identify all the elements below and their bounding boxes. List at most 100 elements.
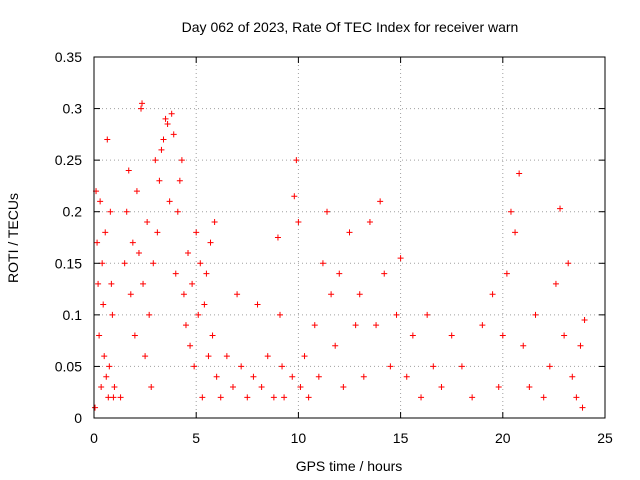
data-point [373,322,380,329]
data-point [397,255,404,262]
data-point [144,219,151,226]
data-point [217,394,224,401]
data-point [178,157,185,164]
data-point [250,373,257,380]
data-point [170,131,177,138]
data-point [223,353,230,360]
data-point [258,384,265,391]
x-tick-label: 10 [291,430,307,446]
data-point [191,363,198,370]
data-point [418,394,425,401]
data-point [182,322,189,329]
data-point [158,146,165,153]
data-point [557,205,564,212]
data-point [102,229,109,236]
data-point [458,363,465,370]
x-tick-label: 15 [393,430,409,446]
data-point [234,291,241,298]
data-point [148,384,155,391]
data-point [277,311,284,318]
data-point [279,363,286,370]
data-point [154,229,161,236]
data-point [281,394,288,401]
data-point [573,394,580,401]
data-point [540,394,547,401]
data-point [387,363,394,370]
data-point [319,260,326,267]
x-tick-labels: 0 5 10 15 20 25 [90,430,613,446]
y-tick-label: 0 [74,410,82,426]
data-point [104,136,111,143]
data-point [340,384,347,391]
data-point [254,301,261,308]
data-point [185,249,192,256]
x-tick-label: 20 [495,430,511,446]
data-point [238,363,245,370]
data-point [127,291,134,298]
y-tick-label: 0.05 [55,358,82,374]
x-tick-label: 0 [90,430,98,446]
data-point [448,332,455,339]
data-point [360,373,367,380]
data-point [579,404,586,411]
data-point [142,353,149,360]
data-point [109,311,116,318]
data-point [152,157,159,164]
y-tick-label: 0.2 [63,204,83,220]
data-point [336,270,343,277]
data-point [546,363,553,370]
data-point [172,270,179,277]
data-point [581,317,588,324]
data-point [139,100,146,107]
data-point [403,373,410,380]
data-point [297,384,304,391]
data-point [295,219,302,226]
data-point [328,291,335,298]
data-point [121,260,128,267]
data-point [106,363,113,370]
data-point [315,373,322,380]
data-point [187,342,194,349]
data-point [103,373,110,380]
data-point [135,249,142,256]
data-point [99,260,106,267]
y-tick-label: 0.35 [55,49,82,65]
chart-title: Day 062 of 2023, Rate Of TEC Index for r… [182,19,519,35]
data-point [211,219,218,226]
data-point [503,270,510,277]
data-point [577,342,584,349]
data-points [92,100,588,411]
data-point [424,311,431,318]
data-point [469,394,476,401]
y-tick-label: 0.1 [63,307,83,323]
data-point [205,353,212,360]
data-point [129,239,136,246]
data-point [516,170,523,177]
data-point [125,167,132,174]
data-point [207,239,214,246]
data-point [512,229,519,236]
data-point [146,311,153,318]
data-point [289,373,296,380]
data-point [565,260,572,267]
data-point [520,342,527,349]
data-point [117,394,124,401]
data-point [495,384,502,391]
y-axis-label: ROTI / TECUs [5,193,21,283]
data-point [393,311,400,318]
data-point [150,260,157,267]
data-point [203,270,210,277]
data-point [366,219,373,226]
data-point [507,208,514,215]
data-point [301,353,308,360]
data-point [108,280,115,287]
data-point [160,136,167,143]
data-point [180,291,187,298]
data-point [123,208,130,215]
data-point [332,342,339,349]
data-point [324,208,331,215]
data-point [174,208,181,215]
data-point [356,291,363,298]
data-point [274,234,281,241]
